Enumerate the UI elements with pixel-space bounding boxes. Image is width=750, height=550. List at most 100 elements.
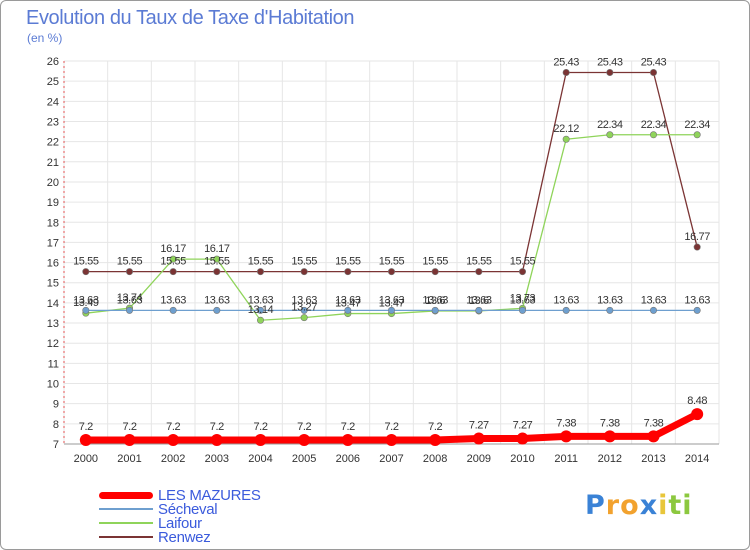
data-point-renwez[interactable] bbox=[126, 268, 134, 276]
x-tick-label: 2002 bbox=[161, 453, 185, 465]
data-point-renwez[interactable] bbox=[344, 268, 352, 276]
data-point-laifour[interactable] bbox=[256, 316, 264, 324]
data-point-les-mazures[interactable] bbox=[79, 433, 92, 446]
data-label-les-mazures: 7.2 bbox=[122, 421, 136, 433]
data-point-les-mazures[interactable] bbox=[254, 433, 267, 446]
data-point-laifour[interactable] bbox=[649, 131, 657, 139]
data-label-secheval: 13.63 bbox=[117, 294, 143, 306]
data-label-renwez: 16.77 bbox=[684, 231, 710, 243]
data-point-secheval[interactable] bbox=[344, 306, 352, 314]
data-label-secheval: 13.63 bbox=[335, 294, 361, 306]
data-point-les-mazures[interactable] bbox=[298, 433, 311, 446]
data-point-les-mazures[interactable] bbox=[647, 430, 660, 443]
data-label-renwez: 25.43 bbox=[641, 56, 667, 68]
data-point-les-mazures[interactable] bbox=[560, 430, 573, 443]
data-point-renwez[interactable] bbox=[475, 268, 483, 276]
chart-subtitle: (en %) bbox=[27, 31, 63, 45]
data-label-laifour: 22.12 bbox=[553, 123, 579, 135]
data-label-laifour: 16.17 bbox=[160, 243, 186, 255]
data-label-secheval: 13.63 bbox=[510, 294, 536, 306]
y-tick-label: 26 bbox=[47, 56, 59, 68]
data-point-laifour[interactable] bbox=[562, 135, 570, 143]
data-point-secheval[interactable] bbox=[562, 306, 570, 314]
data-point-les-mazures[interactable] bbox=[691, 408, 704, 421]
legend-label-secheval: Sécheval bbox=[158, 500, 218, 518]
data-label-les-mazures: 7.2 bbox=[166, 421, 180, 433]
data-label-secheval: 13.63 bbox=[553, 294, 579, 306]
data-point-les-mazures[interactable] bbox=[516, 432, 529, 445]
data-point-renwez[interactable] bbox=[649, 68, 657, 76]
legend-item-les-mazures[interactable]: LES MAZURES bbox=[99, 487, 261, 504]
legend-label-laifour: Laifour bbox=[158, 514, 202, 532]
data-label-les-mazures: 7.2 bbox=[384, 421, 398, 433]
data-point-laifour[interactable] bbox=[606, 131, 614, 139]
y-tick-label: 8 bbox=[53, 419, 59, 431]
data-label-laifour: 22.34 bbox=[597, 119, 623, 131]
data-point-renwez[interactable] bbox=[431, 268, 439, 276]
data-label-renwez: 15.55 bbox=[160, 256, 186, 268]
data-point-les-mazures[interactable] bbox=[167, 433, 180, 446]
data-label-secheval: 13.63 bbox=[641, 294, 667, 306]
x-tick-label: 2012 bbox=[598, 453, 622, 465]
data-point-secheval[interactable] bbox=[256, 306, 264, 314]
data-point-secheval[interactable] bbox=[300, 306, 308, 314]
data-point-renwez[interactable] bbox=[518, 268, 526, 276]
y-tick-label: 16 bbox=[47, 258, 59, 270]
data-label-renwez: 15.55 bbox=[466, 256, 492, 268]
data-point-renwez[interactable] bbox=[606, 68, 614, 76]
data-point-laifour[interactable] bbox=[169, 255, 177, 263]
data-point-renwez[interactable] bbox=[693, 243, 701, 251]
data-point-secheval[interactable] bbox=[126, 306, 134, 314]
data-label-renwez: 15.55 bbox=[422, 256, 448, 268]
data-point-laifour[interactable] bbox=[213, 255, 221, 263]
data-point-les-mazures[interactable] bbox=[385, 433, 398, 446]
data-point-secheval[interactable] bbox=[606, 306, 614, 314]
data-point-renwez[interactable] bbox=[387, 268, 395, 276]
data-point-secheval[interactable] bbox=[387, 306, 395, 314]
legend-item-secheval[interactable]: Sécheval bbox=[99, 500, 218, 518]
y-tick-label: 23 bbox=[47, 116, 59, 128]
data-point-les-mazures[interactable] bbox=[123, 433, 136, 446]
legend-swatch-renwez bbox=[99, 536, 153, 538]
data-label-secheval: 13.63 bbox=[160, 294, 186, 306]
data-label-renwez: 15.55 bbox=[73, 256, 99, 268]
data-point-secheval[interactable] bbox=[693, 306, 701, 314]
data-point-les-mazures[interactable] bbox=[429, 433, 442, 446]
data-point-les-mazures[interactable] bbox=[210, 433, 223, 446]
data-point-secheval[interactable] bbox=[213, 306, 221, 314]
x-tick-label: 2001 bbox=[117, 453, 141, 465]
data-point-les-mazures[interactable] bbox=[341, 433, 354, 446]
data-label-secheval: 13.63 bbox=[684, 294, 710, 306]
data-point-renwez[interactable] bbox=[256, 268, 264, 276]
data-point-les-mazures[interactable] bbox=[603, 430, 616, 443]
data-point-renwez[interactable] bbox=[169, 268, 177, 276]
data-label-laifour: 22.34 bbox=[641, 119, 667, 131]
data-point-secheval[interactable] bbox=[169, 306, 177, 314]
data-point-laifour[interactable] bbox=[693, 131, 701, 139]
data-label-laifour: 13.74 bbox=[117, 292, 143, 304]
data-point-renwez[interactable] bbox=[300, 268, 308, 276]
data-point-secheval[interactable] bbox=[518, 306, 526, 314]
data-label-laifour: 13.14 bbox=[248, 304, 274, 316]
logo-letter: t bbox=[668, 490, 683, 521]
data-label-renwez: 15.55 bbox=[204, 256, 230, 268]
data-label-renwez: 15.55 bbox=[335, 256, 361, 268]
legend-item-renwez[interactable]: Renwez bbox=[99, 528, 211, 546]
data-point-les-mazures[interactable] bbox=[472, 432, 485, 445]
data-point-secheval[interactable] bbox=[475, 306, 483, 314]
data-label-laifour: 22.34 bbox=[684, 119, 710, 131]
data-point-renwez[interactable] bbox=[562, 68, 570, 76]
logo-letter: i bbox=[682, 490, 693, 521]
data-point-renwez[interactable] bbox=[82, 268, 90, 276]
data-point-renwez[interactable] bbox=[213, 268, 221, 276]
data-point-secheval[interactable] bbox=[649, 306, 657, 314]
data-label-laifour: 13.27 bbox=[291, 302, 317, 314]
legend-item-laifour[interactable]: Laifour bbox=[99, 514, 202, 532]
data-point-secheval[interactable] bbox=[431, 306, 439, 314]
data-point-laifour[interactable] bbox=[300, 314, 308, 322]
data-label-laifour: 13.6 bbox=[469, 295, 489, 307]
legend-label-renwez: Renwez bbox=[158, 528, 211, 546]
data-point-secheval[interactable] bbox=[82, 306, 90, 314]
data-label-renwez: 15.55 bbox=[510, 256, 536, 268]
